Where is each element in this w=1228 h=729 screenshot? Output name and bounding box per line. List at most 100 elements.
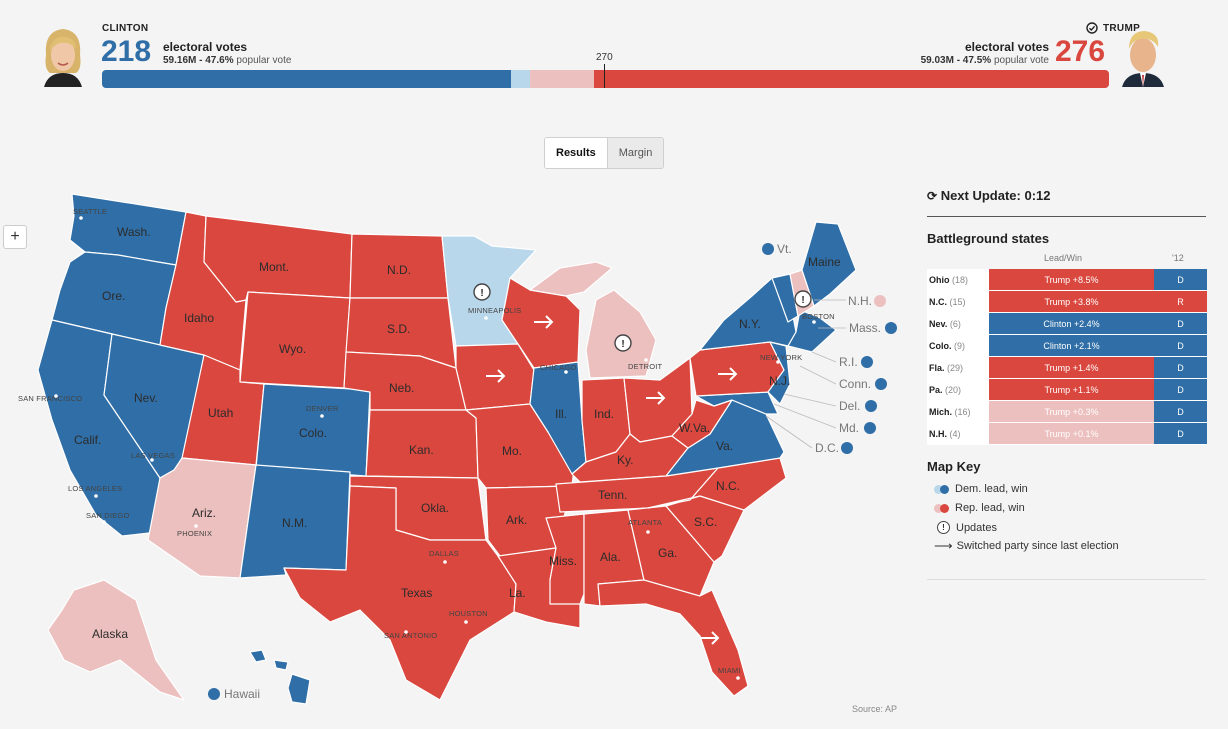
- battleground-row: Fla. (29) Trump +1.4% D: [927, 356, 1207, 379]
- state-MT[interactable]: [203, 215, 353, 303]
- state-MI-UP[interactable]: [529, 261, 613, 297]
- key-dem-label: Dem. lead, win: [955, 483, 1028, 495]
- bar-dem-win: [102, 70, 511, 88]
- city-boston: BOSTON: [802, 312, 835, 321]
- row-margin: Clinton +2.1%: [989, 334, 1154, 357]
- threshold-marker: [604, 64, 605, 88]
- label-OK: Okla.: [421, 501, 449, 515]
- margin-tab[interactable]: Margin: [606, 138, 664, 168]
- state-WY[interactable]: [239, 291, 351, 389]
- label-VT: Vt.: [777, 242, 792, 256]
- label-NV: Nev.: [134, 391, 158, 405]
- row-2012: D: [1154, 269, 1207, 291]
- label-LA: La.: [509, 586, 526, 600]
- label-NE: Neb.: [389, 381, 414, 395]
- label-KS: Kan.: [409, 443, 434, 457]
- key-dem: Dem. lead, win: [934, 483, 1028, 495]
- bar-rep-win: [594, 70, 1109, 88]
- state-HI[interactable]: [249, 649, 311, 705]
- battleground-row: Pa. (20) Trump +1.1% D: [927, 378, 1207, 401]
- divider: [927, 216, 1206, 217]
- update-badges: ! ! !: [473, 283, 812, 352]
- battleground-row: Nev. (6) Clinton +2.4% D: [927, 312, 1207, 335]
- row-margin: Trump +0.1%: [989, 422, 1154, 445]
- clinton-popular-vote: 59.16M - 47.6% popular vote: [163, 55, 292, 66]
- clinton-ev-label: electoral votes: [163, 40, 248, 54]
- label-MS: Miss.: [549, 554, 577, 568]
- row-margin: Trump +8.5%: [989, 269, 1154, 291]
- city-minneapolis: MINNEAPOLIS: [468, 306, 521, 315]
- label-SD: S.D.: [387, 322, 410, 336]
- key-updates: ! Updates: [934, 521, 997, 534]
- state-AK[interactable]: [47, 579, 185, 701]
- row-state: N.C. (15): [927, 290, 989, 313]
- bar-dem-lead: [510, 70, 530, 88]
- label-IN: Ind.: [594, 407, 614, 421]
- city-detroit: DETROIT: [628, 362, 663, 371]
- key-rep: Rep. lead, win: [934, 502, 1025, 514]
- city-denver: DENVER: [306, 404, 339, 413]
- label-NC: N.C.: [716, 479, 740, 493]
- svg-text:!: !: [621, 339, 624, 350]
- trump-ev-label: electoral votes: [964, 40, 1049, 54]
- state-TX[interactable]: [283, 485, 517, 701]
- label-MO: Mo.: [502, 444, 522, 458]
- label-VA: Va.: [716, 439, 733, 453]
- refresh-icon: ⟳: [927, 189, 938, 203]
- row-2012: D: [1154, 334, 1207, 357]
- label-CT: Conn.: [839, 377, 871, 391]
- label-RI: R.I.: [839, 355, 858, 369]
- trump-popular-vote: 59.03M - 47.5% popular vote: [920, 55, 1049, 66]
- state-FL[interactable]: [597, 579, 749, 697]
- battleground-row: Mich. (16) Trump +0.3% D: [927, 400, 1207, 423]
- label-CO: Colo.: [299, 426, 327, 440]
- label-AL: Ala.: [600, 550, 621, 564]
- label-NY: N.Y.: [739, 317, 761, 331]
- label-GA: Ga.: [658, 546, 677, 560]
- row-margin: Trump +1.4%: [989, 356, 1154, 379]
- next-update-text: Next Update: 0:12: [940, 188, 1051, 203]
- state-MI[interactable]: [585, 289, 657, 379]
- hawaii-dot: [208, 688, 220, 700]
- row-margin: Trump +0.3%: [989, 400, 1154, 423]
- label-WA: Wash.: [117, 225, 151, 239]
- label-IL: Ill.: [555, 407, 567, 421]
- label-AZ: Ariz.: [192, 506, 216, 520]
- clinton-portrait: [44, 29, 82, 87]
- label-DE: Del.: [839, 399, 860, 413]
- label-KY: Ky.: [617, 453, 633, 467]
- state-ME[interactable]: [801, 221, 857, 307]
- battleground-table: Ohio (18) Trump +8.5% D N.C. (15) Trump +3.8…: [927, 269, 1207, 445]
- label-WV: W.Va.: [679, 421, 710, 435]
- winner-check-icon: [1086, 22, 1098, 34]
- trump-electoral-votes: 276: [1055, 35, 1106, 68]
- label-ME: Maine: [808, 255, 841, 269]
- results-tab[interactable]: Results: [545, 138, 607, 168]
- label-SC: S.C.: [694, 515, 717, 529]
- label-MT: Mont.: [259, 260, 289, 274]
- label-ND: N.D.: [387, 263, 411, 277]
- battleground-row: N.C. (15) Trump +3.8% R: [927, 290, 1207, 313]
- row-state: Fla. (29): [927, 356, 989, 379]
- next-update: ⟳ Next Update: 0:12: [927, 188, 1051, 203]
- row-state: N.H. (4): [927, 422, 989, 445]
- row-2012: D: [1154, 422, 1207, 445]
- switched-arrows: [486, 315, 738, 645]
- label-UT: Utah: [208, 406, 233, 420]
- city-la: LOS ANGELES: [68, 484, 122, 493]
- trump-name: TRUMP: [1103, 23, 1141, 34]
- source-credit: Source: AP: [852, 704, 898, 714]
- rep-lead-swatch: [934, 503, 943, 513]
- row-state: Nev. (6): [927, 312, 989, 335]
- label-CA: Calif.: [74, 433, 101, 447]
- row-state: Ohio (18): [927, 269, 989, 291]
- row-2012: D: [1154, 378, 1207, 401]
- divider: [927, 579, 1206, 580]
- label-MA: Mass.: [849, 321, 881, 335]
- zoom-in-button[interactable]: +: [3, 225, 27, 249]
- us-election-map: ! ! ! Wash. Ore. Calif. Nev. Idaho Mont.…: [18, 193, 897, 705]
- row-state: Pa. (20): [927, 378, 989, 401]
- city-lv: LAS VEGAS: [131, 451, 175, 460]
- label-DC: D.C.: [815, 441, 839, 455]
- state-NC[interactable]: [647, 457, 787, 511]
